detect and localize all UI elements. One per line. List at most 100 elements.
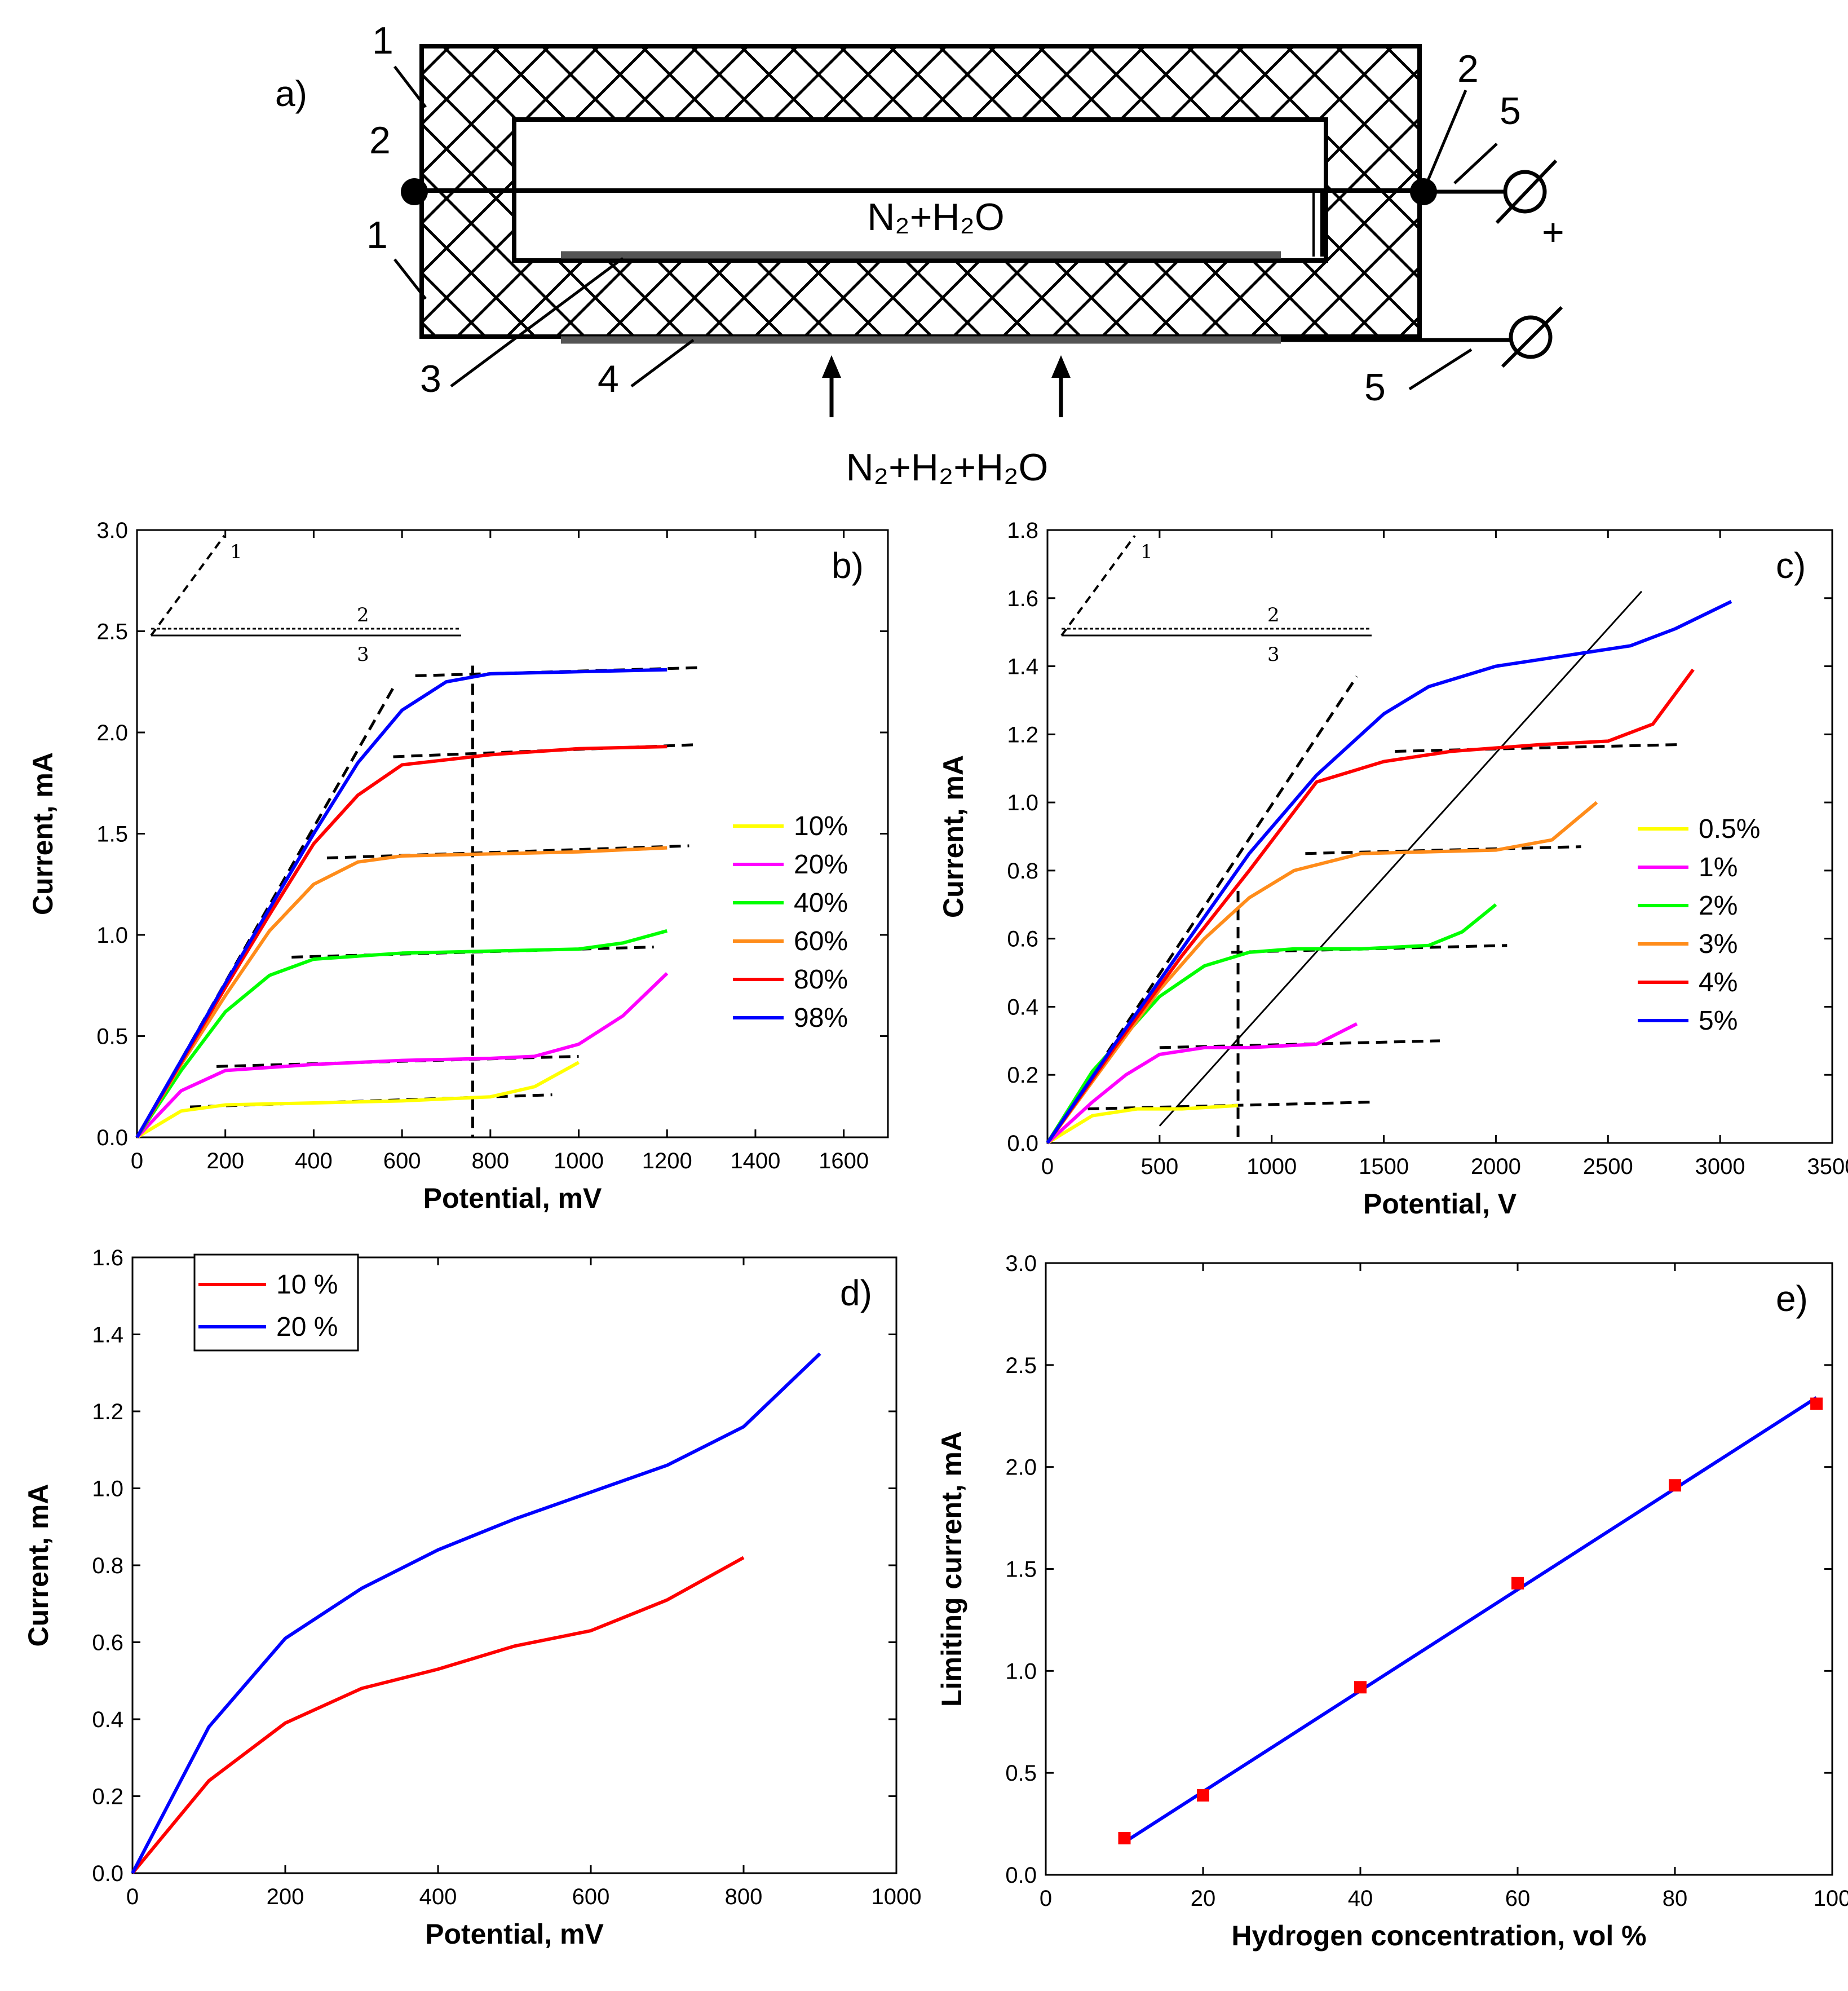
panel-label: d) xyxy=(840,1273,872,1313)
panel-label: c) xyxy=(1776,545,1806,586)
callout-5: 5 xyxy=(1364,366,1386,409)
y-tick-label: 1.4 xyxy=(1007,655,1038,679)
key-line-1 xyxy=(150,535,226,637)
key-line-1 xyxy=(1060,535,1136,637)
x-tick-label: 1000 xyxy=(872,1884,922,1909)
y-tick-label: 1.2 xyxy=(92,1400,123,1424)
dashed-guide-line xyxy=(1087,1101,1373,1111)
y-axis-label: Limiting current, mA xyxy=(936,1431,967,1707)
callout-4: 4 xyxy=(598,357,619,400)
y-tick-label: 1.0 xyxy=(1005,1659,1037,1684)
series-line xyxy=(1046,668,1695,1144)
y-tick-label: 1.5 xyxy=(1005,1557,1037,1582)
legend-label: 20% xyxy=(794,850,848,880)
key-label: 2 xyxy=(357,604,369,626)
dashed-guide-line xyxy=(1305,845,1581,855)
y-tick-label: 2.5 xyxy=(1005,1353,1037,1378)
x-tick-label: 600 xyxy=(572,1884,610,1909)
y-tick-label: 3.0 xyxy=(96,518,128,543)
callout-1: 1 xyxy=(372,19,394,62)
x-tick-label: 0 xyxy=(126,1884,139,1909)
legend-box xyxy=(193,1253,359,1352)
plot-frame xyxy=(1045,1262,1833,1876)
key-label: 1 xyxy=(1140,541,1153,563)
legend-label: 5% xyxy=(1699,1006,1738,1036)
left-seal xyxy=(401,178,428,205)
y-tick-label: 2.5 xyxy=(96,620,128,644)
y-tick-label: 0.5 xyxy=(1005,1761,1037,1786)
legend-label: 2% xyxy=(1699,891,1738,921)
data-point xyxy=(1118,1831,1131,1844)
legend-label: 10 % xyxy=(276,1270,338,1300)
legend-label: 40% xyxy=(794,888,848,918)
x-tick-label: 100 xyxy=(1814,1886,1848,1911)
y-tick-label: 0.4 xyxy=(1007,995,1038,1019)
x-tick-label: 1000 xyxy=(554,1149,604,1173)
callout-5: 5 xyxy=(1500,90,1521,133)
x-tick-label: 0 xyxy=(1041,1154,1054,1179)
legend-label: 3% xyxy=(1699,929,1738,959)
series-line xyxy=(1046,801,1598,1144)
x-tick-label: 0 xyxy=(1040,1886,1052,1911)
data-point xyxy=(1511,1577,1524,1590)
gas-flow-arrow xyxy=(822,355,841,378)
x-tick-label: 1500 xyxy=(1359,1154,1409,1179)
y-tick-label: 1.5 xyxy=(96,822,128,847)
data-point xyxy=(1810,1397,1823,1410)
y-tick-label: 1.2 xyxy=(1007,722,1038,747)
plus-sign: + xyxy=(1542,211,1564,254)
x-tick-label: 1000 xyxy=(1246,1154,1297,1179)
callout-1: 1 xyxy=(366,214,388,257)
y-tick-label: 0.8 xyxy=(92,1553,123,1578)
data-point xyxy=(1354,1681,1367,1694)
callout-3: 3 xyxy=(420,357,441,400)
y-tick-label: 3.0 xyxy=(1005,1251,1037,1276)
y-tick-label: 0.0 xyxy=(1007,1131,1038,1156)
callout-2: 2 xyxy=(369,119,391,162)
inner-gas-label: N₂+H₂O xyxy=(867,196,1005,239)
x-tick-label: 2500 xyxy=(1583,1154,1633,1179)
cell-diagram: a) N₂+H₂O + N₂+H₂+H₂O 1 2 1 3 4 2 5 xyxy=(275,19,1564,489)
chart-d: 0 200 400 600 800 1000 0.0 0.2 0.4 0.6 0.8 1.0 1.2 1.… xyxy=(23,1246,921,1950)
x-tick-label: 40 xyxy=(1348,1886,1373,1911)
panel-label: e) xyxy=(1776,1278,1808,1319)
legend-label: 60% xyxy=(794,926,848,956)
x-tick-label: 3000 xyxy=(1695,1154,1745,1179)
y-tick-label: 1.4 xyxy=(92,1323,123,1348)
x-tick-label: 60 xyxy=(1505,1886,1531,1911)
legend-label: 4% xyxy=(1699,968,1738,997)
series-line xyxy=(1046,1103,1239,1145)
x-axis-label: Hydrogen concentration, vol % xyxy=(1231,1920,1646,1952)
x-tick-label: 1400 xyxy=(730,1149,780,1173)
callout-2: 2 xyxy=(1457,47,1479,90)
series-line xyxy=(135,745,667,1138)
gas-flow-arrow xyxy=(1051,355,1071,378)
legend-label: 10% xyxy=(794,811,848,841)
chart-b: 0 200 400 600 800 1000 1200 1400 1600 0.0 0.5 1.0 1.… xyxy=(27,518,889,1214)
x-tick-label: 800 xyxy=(725,1884,763,1909)
y-tick-label: 0.4 xyxy=(92,1707,123,1732)
y-tick-label: 1.6 xyxy=(1007,586,1038,611)
legend-label: 80% xyxy=(794,965,848,995)
series-line xyxy=(135,929,668,1138)
outer-gas-label: N₂+H₂+H₂O xyxy=(846,446,1049,489)
y-tick-label: 1.0 xyxy=(1007,791,1038,815)
series-line xyxy=(135,668,667,1138)
x-tick-label: 600 xyxy=(383,1149,421,1173)
legend-label: 20 % xyxy=(276,1312,338,1342)
key-label: 3 xyxy=(1267,643,1280,666)
x-tick-label: 400 xyxy=(419,1884,457,1909)
positive-terminal xyxy=(1503,170,1547,214)
dashed-guide-line xyxy=(135,687,395,1138)
x-tick-label: 200 xyxy=(267,1884,304,1909)
y-tick-label: 0.6 xyxy=(92,1631,123,1656)
chart-panels: 0 200 400 600 800 1000 1200 1400 16000.00.51.01.… xyxy=(23,518,1848,1952)
y-tick-label: 2.0 xyxy=(1005,1455,1037,1480)
key-label: 2 xyxy=(1267,604,1280,626)
dashed-guide-line xyxy=(1395,743,1680,753)
x-tick-label: 20 xyxy=(1191,1886,1216,1911)
negative-terminal xyxy=(1509,315,1553,359)
y-tick-label: 0.2 xyxy=(92,1785,123,1809)
